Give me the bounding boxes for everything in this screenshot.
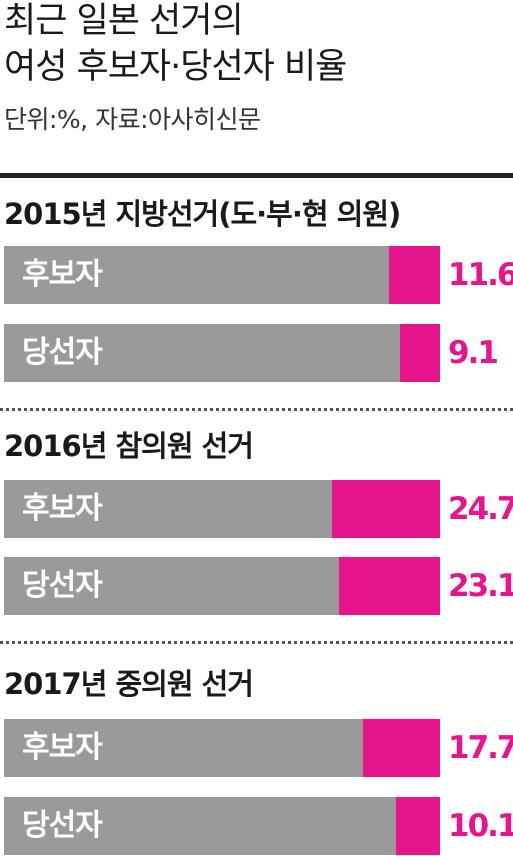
bar-fill-2017-candidates [362, 719, 440, 777]
value-label-2015-elected: 9.1 [448, 335, 499, 371]
bar-label-2015-candidates: 후보자 [22, 257, 103, 292]
bar-2016-candidates: 후보자 [4, 480, 440, 538]
chart-title-line2: 여성 후보자·당선자 비율 [4, 47, 347, 87]
value-label-2017-elected: 10.1 [448, 808, 513, 844]
value-label-2016-candidates: 24.7 [448, 491, 513, 527]
bar-fill-2016-elected [339, 557, 440, 615]
section-title-2015: 2015년 지방선거(도·부·현 의원) [4, 197, 401, 231]
section-divider-2 [0, 641, 513, 644]
bar-2017-candidates: 후보자 [4, 719, 440, 777]
bar-2015-elected: 당선자 [4, 324, 440, 382]
value-label-2016-elected: 23.1 [448, 568, 513, 604]
value-label-2015-candidates: 11.6 [448, 257, 513, 293]
bar-fill-2017-elected [395, 797, 440, 855]
unit-source-note: 단위:%, 자료:아사히신문 [4, 105, 261, 134]
bar-2017-elected: 당선자 [4, 797, 440, 855]
section-divider-1 [0, 408, 513, 411]
chart-title-line1: 최근 일본 선거의 [4, 1, 244, 41]
section-title-2016: 2016년 참의원 선거 [4, 429, 254, 463]
value-label-2017-candidates: 17.7 [448, 730, 513, 766]
bar-label-2017-candidates: 후보자 [22, 730, 103, 765]
bar-label-2015-elected: 당선자 [22, 335, 103, 370]
bar-label-2016-candidates: 후보자 [22, 491, 103, 526]
bar-fill-2015-candidates [389, 246, 440, 304]
bar-fill-2016-candidates [332, 480, 440, 538]
bar-2016-elected: 당선자 [4, 557, 440, 615]
bar-2015-candidates: 후보자 [4, 246, 440, 304]
top-divider [0, 173, 513, 178]
bar-label-2016-elected: 당선자 [22, 568, 103, 603]
bar-label-2017-elected: 당선자 [22, 808, 103, 843]
section-title-2017: 2017년 중의원 선거 [4, 667, 254, 701]
bar-fill-2015-elected [400, 324, 440, 382]
